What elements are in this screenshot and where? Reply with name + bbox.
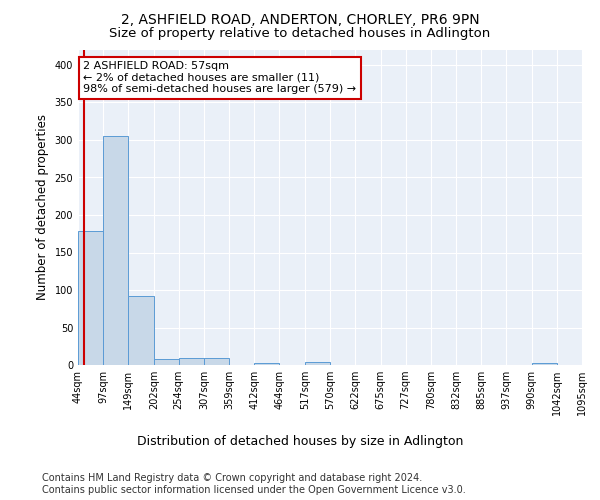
Bar [204,358,229,365]
Bar [154,359,179,365]
Text: Distribution of detached houses by size in Adlington: Distribution of detached houses by size … [137,435,463,448]
Bar [78,232,103,365]
Bar [305,362,330,365]
Bar [128,296,154,365]
Bar [254,363,280,365]
Text: 2 ASHFIELD ROAD: 57sqm
← 2% of detached houses are smaller (11)
98% of semi-deta: 2 ASHFIELD ROAD: 57sqm ← 2% of detached … [83,61,356,94]
Bar [103,136,128,365]
Text: 2, ASHFIELD ROAD, ANDERTON, CHORLEY, PR6 9PN: 2, ASHFIELD ROAD, ANDERTON, CHORLEY, PR6… [121,12,479,26]
Text: Size of property relative to detached houses in Adlington: Size of property relative to detached ho… [109,28,491,40]
Y-axis label: Number of detached properties: Number of detached properties [36,114,49,300]
Bar [179,358,204,365]
Text: Contains HM Land Registry data © Crown copyright and database right 2024.
Contai: Contains HM Land Registry data © Crown c… [42,474,466,495]
Bar [532,363,557,365]
